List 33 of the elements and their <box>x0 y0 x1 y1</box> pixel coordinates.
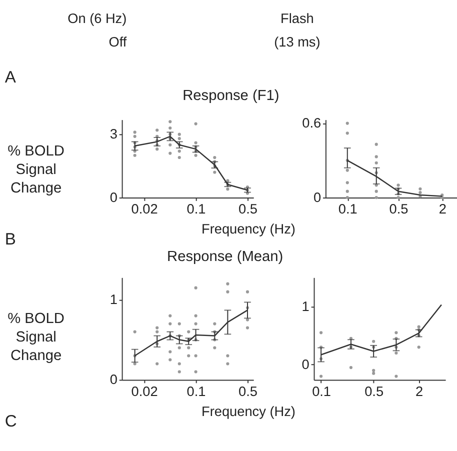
x-tick-label: 0.1 <box>186 384 206 399</box>
x-axis-title: Frequency (Hz) <box>202 222 296 237</box>
y-tick-label: 0 <box>313 190 322 205</box>
text: C <box>4 412 17 431</box>
y-tick-label: 1 <box>110 292 118 308</box>
x-tick-label: 2 <box>416 384 424 399</box>
x-tick-label: 0.5 <box>389 202 408 217</box>
text: B <box>4 229 16 248</box>
x-tick-label: 0.5 <box>238 202 258 217</box>
y-tick-label: 0 <box>110 372 118 388</box>
y-tick-label: 3 <box>110 126 118 142</box>
y-tick-label: 0 <box>302 357 310 372</box>
x-tick-label: 0.5 <box>364 384 384 399</box>
chart-title: Response (F1) <box>182 88 280 104</box>
text: (13 ms) <box>274 34 320 50</box>
y-tick-label: 1 <box>302 298 310 314</box>
chart-title: Response (Mean) <box>167 248 284 265</box>
x-tick-label: 0.02 <box>131 384 158 399</box>
x-tick-label: 0.5 <box>238 384 258 399</box>
text: A <box>4 68 16 87</box>
x-tick-label: 0.02 <box>131 202 158 217</box>
y-axis-title: % BOLD Signal Change <box>8 144 64 197</box>
x-tick-label: 2 <box>438 202 446 217</box>
text: On (6 Hz) <box>68 11 127 26</box>
x-tick-label: 0.1 <box>186 202 206 217</box>
y-axis-title: % BOLD Signal Change <box>8 311 64 364</box>
x-tick-label: 0.1 <box>338 202 358 217</box>
y-tick-label: 0.6 <box>302 116 322 131</box>
y-tick-label: 0 <box>110 190 118 205</box>
x-tick-label: 0.1 <box>312 384 332 399</box>
text: Off <box>108 34 127 50</box>
text: Flash <box>280 11 314 26</box>
x-axis-title: Frequency (Hz) <box>202 404 296 419</box>
